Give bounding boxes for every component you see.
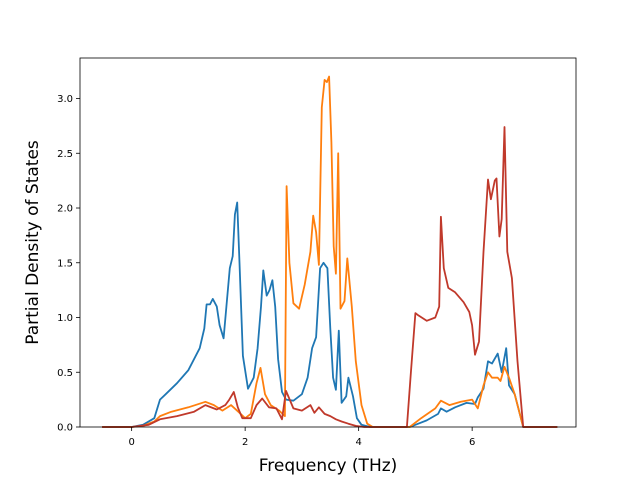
x-axis-ticks: 0 2 4 6 [128,427,475,448]
series-lines [102,75,558,428]
y-tick-label: 3.0 [57,94,73,105]
y-tick-label: 0.0 [57,423,73,434]
series-line-3 [102,126,558,428]
y-axis-label: Partial Density of States [23,140,43,345]
x-axis-label: Frequency (THz) [259,456,398,476]
y-axis-ticks: 0.0 0.5 1.0 1.5 2.0 2.5 3.0 [57,94,80,434]
y-tick-label: 2.5 [57,149,73,160]
x-tick-label: 6 [469,437,475,448]
y-tick-label: 2.0 [57,204,73,215]
y-tick-label: 0.5 [57,368,73,379]
y-tick-label: 1.0 [57,313,73,324]
plot-area-frame [79,57,577,428]
series-line-1 [102,201,558,428]
y-tick-label: 1.5 [57,258,73,269]
x-tick-label: 4 [355,437,361,448]
series-line-2 [102,75,558,428]
x-tick-label: 2 [242,437,248,448]
x-tick-label: 0 [128,437,134,448]
